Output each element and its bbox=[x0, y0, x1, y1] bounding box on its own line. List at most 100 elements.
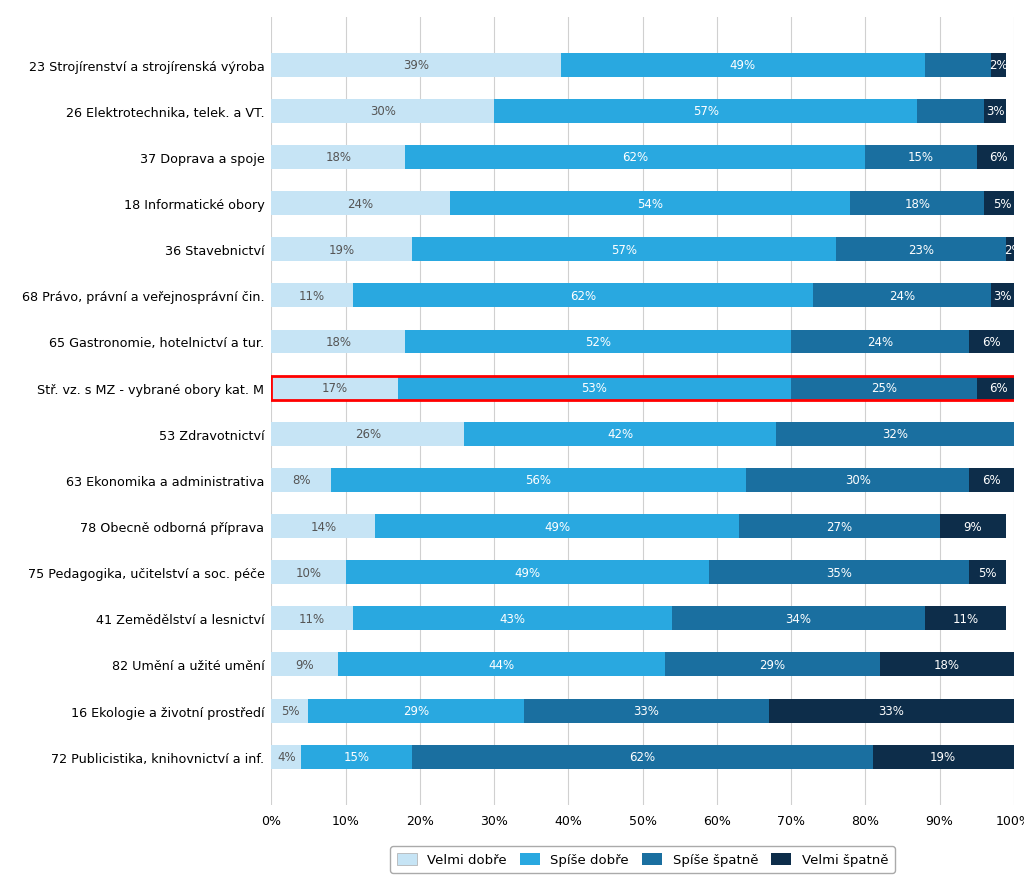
Bar bbox=[813, 284, 991, 308]
Text: 25%: 25% bbox=[870, 382, 897, 394]
Text: 9%: 9% bbox=[296, 658, 314, 671]
Text: 15%: 15% bbox=[344, 750, 370, 763]
Bar bbox=[880, 653, 1014, 677]
Bar bbox=[969, 468, 1014, 493]
Bar bbox=[776, 422, 1014, 446]
Text: 39%: 39% bbox=[403, 59, 429, 72]
Text: 18%: 18% bbox=[326, 335, 351, 349]
Text: 26%: 26% bbox=[354, 428, 381, 441]
Text: 62%: 62% bbox=[570, 290, 596, 302]
Bar bbox=[375, 514, 739, 538]
Text: 3%: 3% bbox=[986, 105, 1005, 118]
Text: 56%: 56% bbox=[525, 474, 552, 487]
Text: 18%: 18% bbox=[934, 658, 959, 671]
Text: 6%: 6% bbox=[989, 382, 1009, 394]
Bar bbox=[450, 192, 850, 215]
Bar bbox=[331, 468, 746, 493]
Text: 49%: 49% bbox=[514, 566, 541, 579]
Text: 62%: 62% bbox=[622, 151, 648, 164]
Bar bbox=[271, 561, 346, 585]
Bar bbox=[865, 146, 977, 170]
Bar bbox=[977, 146, 1021, 170]
Text: 29%: 29% bbox=[403, 704, 429, 717]
Text: 2%: 2% bbox=[989, 59, 1009, 72]
Text: 35%: 35% bbox=[826, 566, 852, 579]
Text: 2%: 2% bbox=[1005, 243, 1023, 257]
Text: 57%: 57% bbox=[692, 105, 719, 118]
Text: 23%: 23% bbox=[908, 243, 934, 257]
Bar bbox=[836, 238, 1007, 262]
Text: 24%: 24% bbox=[347, 198, 374, 210]
Bar bbox=[271, 238, 413, 262]
Bar bbox=[984, 100, 1007, 123]
Text: 6%: 6% bbox=[982, 335, 1000, 349]
Text: 18%: 18% bbox=[326, 151, 351, 164]
Bar bbox=[524, 699, 769, 722]
Text: 10%: 10% bbox=[296, 566, 322, 579]
Text: 5%: 5% bbox=[281, 704, 299, 717]
Text: 9%: 9% bbox=[964, 520, 982, 533]
Bar bbox=[271, 54, 561, 78]
Text: 11%: 11% bbox=[952, 612, 979, 625]
Text: 8%: 8% bbox=[292, 474, 310, 487]
Bar bbox=[271, 745, 301, 769]
Bar bbox=[850, 192, 984, 215]
Bar bbox=[271, 514, 375, 538]
Bar bbox=[991, 284, 1014, 308]
Legend: Velmi dobře, Spíše dobře, Spíše špatně, Velmi špatně: Velmi dobře, Spíše dobře, Spíše špatně, … bbox=[390, 846, 895, 873]
Bar bbox=[271, 192, 450, 215]
Bar bbox=[308, 699, 524, 722]
Bar bbox=[791, 330, 969, 354]
Text: 30%: 30% bbox=[845, 474, 870, 487]
Bar bbox=[561, 54, 925, 78]
Text: 15%: 15% bbox=[908, 151, 934, 164]
Bar bbox=[271, 100, 494, 123]
Text: 11%: 11% bbox=[299, 290, 326, 302]
Bar bbox=[791, 376, 977, 401]
Text: 27%: 27% bbox=[826, 520, 852, 533]
Bar bbox=[353, 284, 813, 308]
Text: 62%: 62% bbox=[630, 750, 655, 763]
Text: 32%: 32% bbox=[882, 428, 908, 441]
Bar bbox=[769, 699, 1014, 722]
Bar bbox=[338, 653, 665, 677]
Bar bbox=[969, 330, 1014, 354]
Text: 6%: 6% bbox=[982, 474, 1000, 487]
Bar bbox=[672, 607, 925, 630]
Bar bbox=[991, 54, 1007, 78]
Text: 49%: 49% bbox=[730, 59, 756, 72]
Bar bbox=[271, 284, 353, 308]
Text: 42%: 42% bbox=[607, 428, 634, 441]
Bar bbox=[346, 561, 710, 585]
Bar bbox=[413, 238, 836, 262]
Text: 30%: 30% bbox=[370, 105, 395, 118]
Text: 3%: 3% bbox=[993, 290, 1012, 302]
Bar bbox=[710, 561, 969, 585]
Bar bbox=[406, 330, 791, 354]
Bar bbox=[977, 376, 1021, 401]
Text: 43%: 43% bbox=[500, 612, 525, 625]
Bar bbox=[925, 607, 1007, 630]
Bar bbox=[925, 54, 991, 78]
Text: 19%: 19% bbox=[329, 243, 355, 257]
Bar bbox=[984, 192, 1021, 215]
Text: 52%: 52% bbox=[585, 335, 611, 349]
Text: 29%: 29% bbox=[760, 658, 785, 671]
Bar bbox=[271, 653, 338, 677]
Bar bbox=[271, 699, 308, 722]
Text: 34%: 34% bbox=[785, 612, 811, 625]
Bar bbox=[271, 330, 406, 354]
Bar bbox=[872, 745, 1014, 769]
Text: 17%: 17% bbox=[322, 382, 347, 394]
Text: 57%: 57% bbox=[611, 243, 637, 257]
Bar bbox=[739, 514, 940, 538]
Bar bbox=[406, 146, 865, 170]
Text: 4%: 4% bbox=[276, 750, 296, 763]
Text: 18%: 18% bbox=[904, 198, 930, 210]
Text: 5%: 5% bbox=[993, 198, 1012, 210]
Bar bbox=[353, 607, 672, 630]
Bar bbox=[271, 422, 465, 446]
Text: 5%: 5% bbox=[979, 566, 997, 579]
Bar bbox=[918, 100, 984, 123]
Bar bbox=[1007, 238, 1021, 262]
